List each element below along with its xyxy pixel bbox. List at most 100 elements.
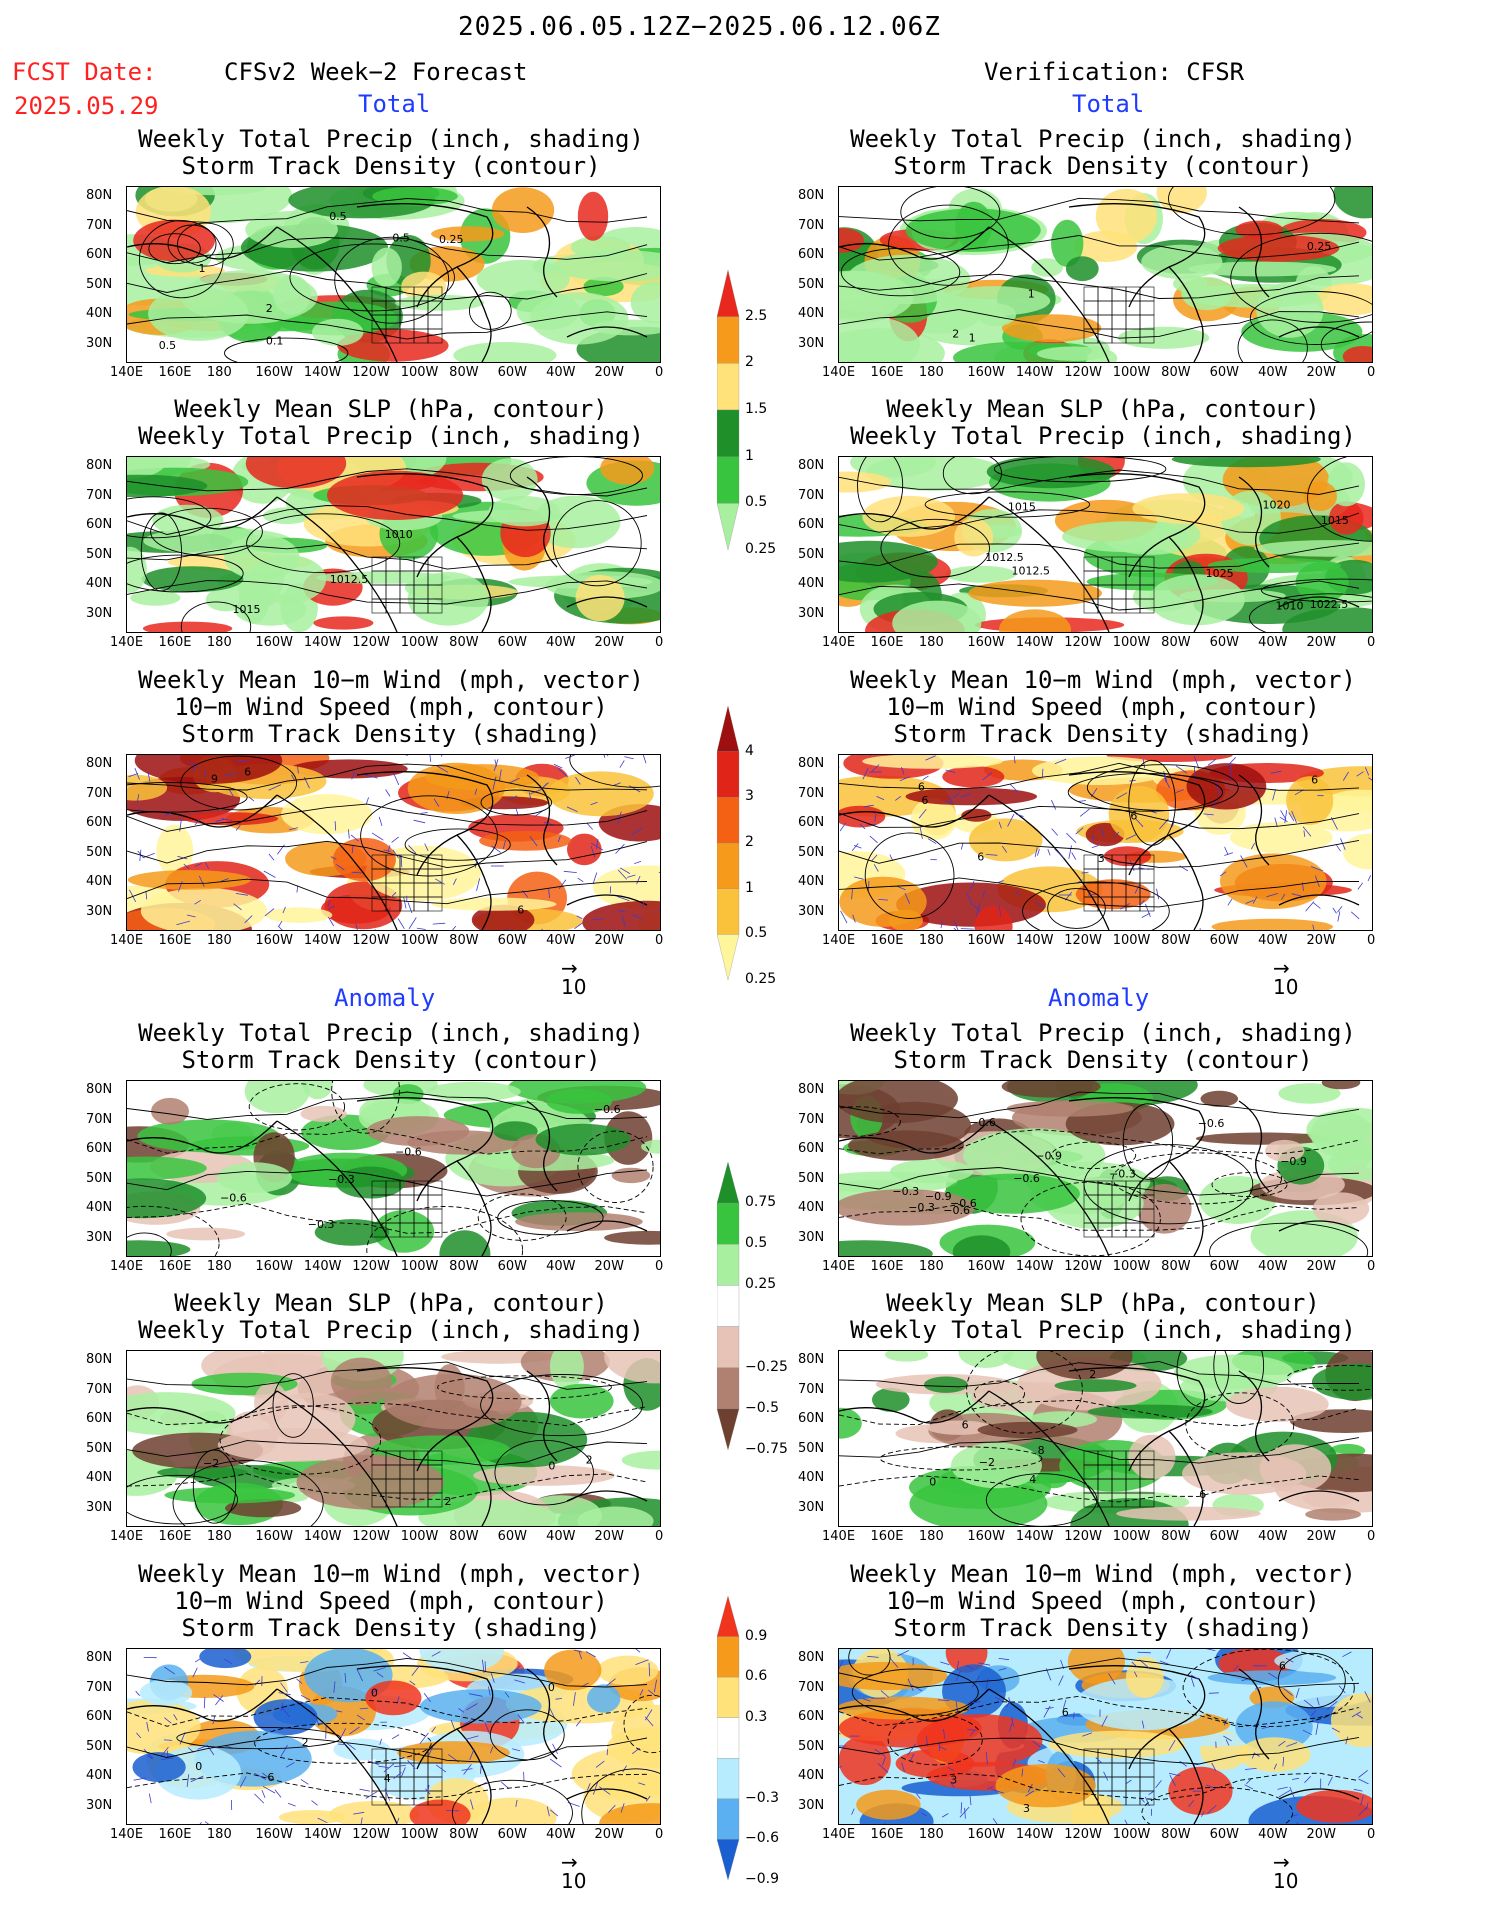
wind-vector <box>1367 875 1372 882</box>
contour-line <box>127 496 212 539</box>
wind-vector <box>450 1719 455 1730</box>
wind-vector <box>1289 1786 1295 1799</box>
shading-cell <box>1342 833 1372 870</box>
wind-vector <box>1099 827 1105 837</box>
shading-cell <box>127 870 251 890</box>
lon-tick-label: 0 <box>655 635 664 650</box>
wind-vector <box>407 1760 416 1769</box>
wind-vector <box>1252 896 1258 904</box>
coastline <box>1068 1665 1206 1770</box>
vector-reference-value: 10 <box>1273 1869 1299 1893</box>
wind-vector <box>874 812 877 822</box>
shading-cell <box>944 1173 1080 1214</box>
contour-line <box>1230 232 1372 323</box>
panel-title-line: Weekly Mean SLP (hPa, contour) <box>174 395 608 423</box>
state-border <box>1139 598 1155 614</box>
lon-tick-label: 140W <box>1015 1827 1054 1842</box>
contour-line <box>127 1402 648 1427</box>
wind-vector <box>480 1763 482 1774</box>
wind-vector <box>1261 1726 1270 1729</box>
wind-vector <box>204 1821 210 1824</box>
wind-vector <box>897 886 906 891</box>
contour-line <box>623 1694 660 1754</box>
wind-vector <box>466 1703 478 1711</box>
wind-vector <box>431 1726 436 1733</box>
wind-vector <box>1081 871 1089 874</box>
lat-tick-label: 70N <box>798 217 825 233</box>
wind-vector <box>1272 789 1276 801</box>
wind-vector <box>627 874 636 878</box>
shading-cell <box>152 504 224 537</box>
contour-label: 2 <box>1089 1368 1096 1381</box>
coastline <box>127 1688 278 1722</box>
wind-vector <box>839 1766 843 1768</box>
wind-vector <box>888 1657 899 1668</box>
wind-vector <box>1295 1687 1300 1699</box>
panel-title-line: Weekly Mean SLP (hPa, contour) <box>174 1289 608 1317</box>
colorbar-swatch <box>717 934 740 981</box>
wind-vector <box>953 920 959 930</box>
wind-vector <box>1273 1763 1277 1770</box>
lat-tick-label: 70N <box>86 487 113 503</box>
shading-cell <box>630 281 660 324</box>
wind-vector <box>638 1782 646 1786</box>
wind-vector <box>883 1822 886 1824</box>
shading-cell <box>1265 1139 1305 1162</box>
lat-tick-label: 40N <box>86 1768 113 1783</box>
lat-tick-label: 50N <box>86 276 113 292</box>
shading-cell <box>546 1088 612 1114</box>
map-field: 2 0 −2 2 <box>127 1351 660 1526</box>
wind-vector <box>595 1760 605 1768</box>
wind-vector <box>613 782 621 786</box>
lon-tick-label: 80W <box>1161 1827 1191 1842</box>
lon-tick-label: 60W <box>497 1529 528 1544</box>
wind-vector <box>296 885 299 893</box>
wind-vector <box>938 1746 947 1751</box>
shading-cell <box>127 1156 207 1180</box>
shading-cell <box>313 616 374 630</box>
panel-title: Weekly Total Precip (inch, shading) Storm… <box>793 126 1413 180</box>
lon-tick-label: 20W <box>594 1529 624 1544</box>
colorbar-swatch <box>717 456 740 504</box>
wind-vector <box>476 878 481 891</box>
lat-tick-label: 50N <box>86 1738 113 1754</box>
contour-label: 6 <box>1311 774 1318 787</box>
wind-vector <box>176 920 191 926</box>
coastline <box>1168 1160 1204 1256</box>
contour-line <box>1128 759 1176 846</box>
wind-vector <box>1156 888 1159 900</box>
wind-vector <box>1246 1778 1252 1785</box>
lat-tick-label: 60N <box>798 517 825 532</box>
shading-cell <box>476 259 570 299</box>
wind-vector <box>190 1775 204 1783</box>
contour-line <box>127 1232 172 1256</box>
wind-vector <box>373 1667 386 1672</box>
contour-label: −0.6 <box>950 1197 977 1210</box>
wind-vector <box>573 1692 576 1706</box>
wind-vector <box>1313 902 1321 909</box>
wind-vector <box>463 1720 471 1725</box>
shading-cell <box>892 600 982 632</box>
lon-tick-label: 40W <box>1258 1529 1288 1544</box>
wind-vector <box>224 1658 233 1665</box>
wind-vector <box>288 827 299 831</box>
wind-vector <box>575 1720 582 1727</box>
wind-vector <box>1279 816 1288 822</box>
wind-vector <box>1124 1819 1128 1824</box>
wind-vector <box>1337 905 1343 913</box>
shading-cell <box>1118 326 1210 349</box>
lat-tick-label: 30N <box>86 1229 113 1245</box>
shading-cell <box>1314 283 1372 316</box>
wind-vector <box>416 927 426 930</box>
wind-vector <box>603 755 606 758</box>
coastline <box>526 206 558 298</box>
contour-line <box>254 1722 432 1764</box>
lon-tick-label: 180 <box>918 933 944 948</box>
wind-vector <box>1230 773 1232 781</box>
map-field: 1012.5 1010 1015 <box>127 457 660 632</box>
lat-tick-label: 70N <box>86 785 113 801</box>
wind-vector <box>1159 1660 1169 1665</box>
lon-tick-label: 120W <box>352 365 390 380</box>
wind-vector <box>198 875 205 887</box>
shading-cell <box>1302 1489 1355 1508</box>
